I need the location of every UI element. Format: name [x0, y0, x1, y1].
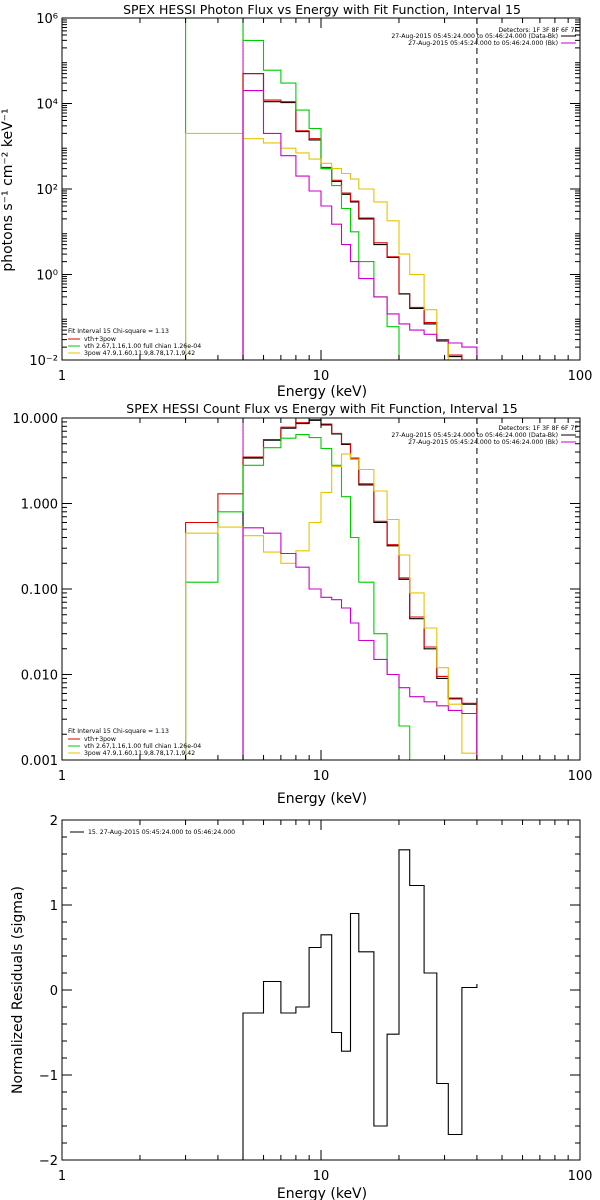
- count-y-tick-label: 0.100: [21, 583, 58, 598]
- residuals-series-0: [242, 849, 478, 1160]
- residuals-plot-frame: [61, 819, 581, 1161]
- count-series-3: [185, 453, 478, 760]
- photon-y-tick-label: 10⁰: [36, 269, 58, 284]
- count-x-tick-label: 100: [568, 769, 593, 784]
- residuals-y-axis-label: Normalized Residuals (sigma): [10, 886, 26, 1094]
- photon-y-tick-label: 10⁻²: [29, 354, 58, 369]
- photon-fit-interval-label: Fit Interval 15 Chi-square = 1.13: [68, 328, 169, 335]
- photon-legend-vth: vth 2.67,1.16,1.00 full chian 1.26e-04: [84, 343, 201, 350]
- residuals-y-tick-label: 1: [50, 899, 58, 914]
- count-y-ticks: 0.001 0.010 0.100 1.000 10.000: [13, 412, 580, 769]
- photon-series-group: [185, 18, 478, 360]
- count-legend-top-right: Detectors: 1F 3F 8F 6F 7F 27-Aug-2015 05…: [391, 425, 578, 446]
- photon-legend-bottom-left: Fit Interval 15 Chi-square = 1.13 vth+3p…: [68, 328, 201, 357]
- count-legend-bottom-left: Fit Interval 15 Chi-square = 1.13 vth+3p…: [68, 728, 201, 757]
- photon-detectors-label: Detectors: 1F 3F 8F 6F 7F: [498, 27, 578, 34]
- photon-y-ticks: 10⁻² 10⁰ 10² 10⁴ 10⁶: [29, 12, 580, 369]
- count-x-axis-label: Energy (keV): [277, 791, 367, 807]
- residuals-y-tick-label: 2: [50, 814, 58, 829]
- photon-data-bk-label: 27-Aug-2015 05:45:24.000 to 05:46:24.000…: [391, 33, 558, 40]
- residuals-legend-label: 15. 27-Aug-2015 05:45:24.000 to 05:46:24…: [88, 829, 235, 836]
- residuals-y-tick-label: 0: [50, 984, 58, 999]
- count-chart-title: SPEX HESSI Count Flux vs Energy with Fit…: [126, 401, 517, 416]
- residuals-x-tick-label: 100: [568, 1169, 593, 1184]
- photon-y-axis-label: photons s⁻¹ cm⁻² keV⁻¹: [0, 108, 16, 271]
- residuals-x-axis-label: Energy (keV): [277, 1186, 367, 1200]
- photon-bk-label: 27-Aug-2015 05:45:24.000 to 05:46:24.000…: [408, 40, 558, 47]
- count-legend-vth: vth 2.67,1.16,1.00 full chian 1.26e-04: [84, 743, 201, 750]
- count-data-bk-label: 27-Aug-2015 05:45:24.000 to 05:46:24.000…: [391, 432, 558, 439]
- count-flux-panel: SPEX HESSI Count Flux vs Energy with Fit…: [13, 401, 593, 807]
- photon-y-tick-label: 10⁴: [36, 98, 58, 113]
- residuals-plot-area: [242, 849, 478, 1160]
- photon-series-2: [185, 18, 425, 360]
- photon-legend-3pow: 3pow 47.9,1.60,11.9,8.78,17.1,9.42: [84, 350, 195, 357]
- count-legend-3pow: 3pow 47.9,1.60,11.9,8.78,17.1,9.42: [84, 750, 195, 757]
- residuals-legend: 15. 27-Aug-2015 05:45:24.000 to 05:46:24…: [70, 829, 235, 836]
- residuals-x-ticks: 1 10 100: [58, 820, 593, 1184]
- photon-legend-top-right: Detectors: 1F 3F 8F 6F 7F 27-Aug-2015 05…: [391, 27, 578, 47]
- count-x-ticks: 1 10 100: [58, 418, 593, 784]
- photon-x-tick-label: 10: [313, 369, 330, 384]
- count-bk-label: 27-Aug-2015 05:45:24.000 to 05:46:24.000…: [408, 439, 558, 446]
- photon-series-3: [185, 132, 477, 360]
- count-y-tick-label: 0.010: [21, 669, 58, 684]
- photon-plot-frame: [61, 17, 581, 361]
- photon-x-tick-label: 100: [568, 369, 593, 384]
- photon-legend-total: vth+3pow: [84, 336, 116, 343]
- count-fit-interval-label: Fit Interval 15 Chi-square = 1.13: [68, 728, 169, 735]
- count-series-0: [242, 419, 478, 760]
- count-detectors-label: Detectors: 1F 3F 8F 6F 7F: [498, 425, 578, 432]
- count-legend-total: vth+3pow: [84, 736, 116, 743]
- residuals-series-group: [242, 849, 478, 1160]
- count-y-tick-label: 0.001: [21, 754, 58, 769]
- count-series-group: [185, 418, 478, 760]
- photon-series-4: [242, 90, 478, 360]
- photon-y-tick-label: 10²: [36, 183, 58, 198]
- photon-flux-panel: SPEX HESSI Photon Flux vs Energy with Fi…: [0, 2, 592, 400]
- photon-plot-area: [185, 18, 478, 360]
- photon-chart-title: SPEX HESSI Photon Flux vs Energy with Fi…: [123, 2, 521, 17]
- residuals-x-tick-label: 10: [313, 1169, 330, 1184]
- photon-series-0: [242, 73, 477, 360]
- residuals-y-ticks: −2 −1 0 1 2: [39, 814, 580, 1169]
- photon-x-axis-label: Energy (keV): [277, 384, 367, 400]
- count-y-tick-label: 10.000: [13, 412, 59, 427]
- count-x-tick-label: 1: [58, 769, 66, 784]
- count-x-tick-label: 10: [313, 769, 330, 784]
- photon-x-tick-label: 1: [58, 369, 66, 384]
- residuals-x-tick-label: 1: [58, 1169, 66, 1184]
- photon-x-ticks: 1 10 100: [58, 18, 593, 384]
- count-series-2: [185, 434, 425, 760]
- count-y-tick-label: 1.000: [21, 498, 58, 513]
- photon-series-1: [242, 73, 477, 360]
- residuals-panel: 1 10 100 −2 −1 0 1 2 Energy (keV) Normalized R…: [10, 814, 592, 1200]
- residuals-y-tick-label: −1: [39, 1069, 58, 1084]
- count-plot-area: [185, 418, 478, 760]
- residuals-y-tick-label: −2: [39, 1154, 58, 1169]
- count-series-4: [242, 527, 478, 760]
- photon-y-tick-label: 10⁶: [36, 12, 58, 27]
